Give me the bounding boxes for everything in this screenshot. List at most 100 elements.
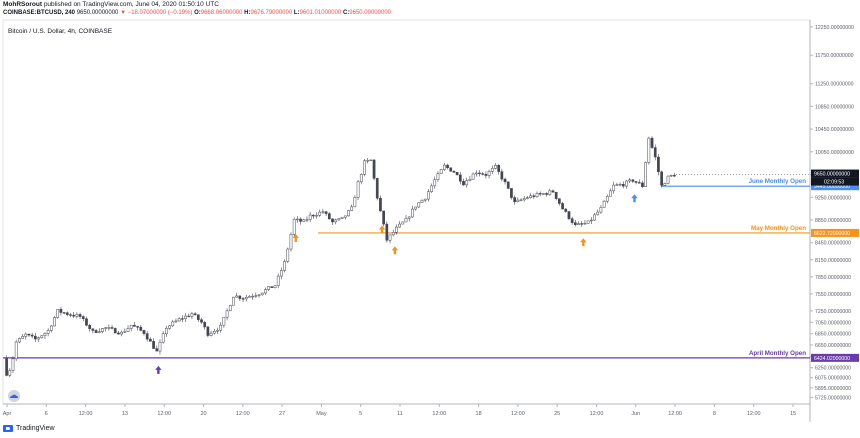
price-change: ▼ −18.07000000 (−0.19%) — [120, 10, 193, 16]
candle-body — [292, 219, 296, 235]
candle-body — [644, 162, 647, 187]
candle-body — [567, 211, 571, 219]
candle-body — [174, 320, 178, 323]
published-line: MohRSorout published on TradingView.com,… — [3, 1, 219, 8]
y-tick-label: 10450.00000000 — [815, 127, 854, 133]
cloud-icon[interactable] — [8, 390, 20, 402]
y-tick-label: 10850.00000000 — [815, 104, 854, 110]
candle-body — [260, 292, 264, 296]
candle-body — [327, 213, 331, 220]
candle-body — [94, 330, 98, 333]
cloud-icon-shape — [10, 394, 19, 398]
x-tick-label: 12:00 — [79, 411, 93, 417]
candle-body — [273, 285, 277, 288]
y-tick-label: 12250.00000000 — [815, 25, 854, 31]
candle-body — [37, 337, 40, 340]
candle-body — [228, 304, 232, 312]
plot-frame — [2, 19, 811, 405]
candle-body — [628, 179, 632, 182]
candle-body — [8, 370, 12, 376]
candle-body — [574, 222, 577, 225]
candle-body — [222, 316, 226, 326]
candle-body — [216, 329, 219, 332]
candle-body — [85, 318, 88, 326]
marker-arrow — [631, 194, 638, 203]
candle-body — [43, 332, 47, 336]
y-tick-label: 7850.00000000 — [815, 275, 851, 281]
candle-body — [513, 197, 516, 202]
candle-body — [123, 331, 127, 333]
candle-body — [442, 164, 446, 170]
candle-body — [24, 333, 28, 337]
x-tick-label: 12:00 — [432, 411, 446, 417]
candle-body — [669, 175, 673, 177]
candle-body — [379, 198, 382, 212]
candle-body — [283, 261, 286, 271]
candle-body — [101, 328, 104, 332]
y-tick-label: 11750.00000000 — [815, 53, 854, 59]
candle-body — [267, 286, 270, 290]
level-price-text: 8622.72000000 — [814, 231, 850, 237]
candle-body — [641, 182, 644, 187]
level-price-tag — [811, 182, 859, 191]
open-label: O: — [194, 10, 201, 16]
marker-arrow — [155, 365, 162, 374]
candle-body — [484, 174, 488, 176]
candle-body — [18, 338, 21, 343]
x-tick-label: 11 — [397, 411, 403, 417]
candle-body — [474, 172, 478, 175]
candle-body — [152, 341, 155, 349]
current-price-text: 9650.00000000 — [814, 172, 850, 178]
candle-body — [62, 312, 66, 314]
candle-body — [647, 137, 651, 163]
candle-body — [46, 330, 50, 334]
candle-body — [548, 190, 552, 195]
footer: TradingView — [3, 425, 55, 432]
candle-body — [526, 197, 529, 199]
y-tick-label: 11250.00000000 — [815, 82, 854, 88]
y-tick-label: 7050.00000000 — [815, 320, 851, 326]
y-tick-label: 5895.00000000 — [815, 386, 851, 392]
countdown-text: 02:09:53 — [824, 180, 844, 186]
candle-body — [72, 314, 76, 317]
candle-body — [350, 206, 354, 211]
last-price: 9650.00000000 — [76, 10, 119, 16]
open-value: 9668.06000000 — [200, 10, 243, 16]
candle-body — [369, 159, 373, 162]
candle-body — [280, 270, 283, 277]
high-value: 9676.79000000 — [250, 10, 293, 16]
candle-body — [14, 341, 18, 360]
y-tick-label: 8150.00000000 — [815, 258, 851, 264]
symbol-line: COINBASE:BTCUSD, 240 9650.00000000 ▼ −18… — [3, 10, 391, 16]
candle-body — [81, 316, 85, 319]
candle-body — [404, 217, 408, 223]
candle-body — [510, 188, 513, 198]
footer-brand[interactable]: TradingView — [16, 425, 55, 432]
candle-body — [145, 333, 149, 340]
candle-body — [343, 215, 347, 218]
candle-body — [487, 171, 491, 176]
y-tick-label: 6850.00000000 — [815, 332, 851, 338]
x-tick-label: Apr — [3, 411, 12, 417]
candle-body — [580, 223, 584, 225]
candle-body — [158, 341, 162, 352]
candle-body — [570, 218, 574, 223]
author-name[interactable]: MohRSorout — [3, 1, 42, 8]
candle-body — [455, 172, 459, 176]
candle-body — [398, 223, 401, 228]
candle-body — [535, 193, 539, 198]
x-tick-label: 12:00 — [511, 411, 525, 417]
current-price-tag — [811, 169, 859, 178]
candle-body — [206, 326, 210, 336]
candle-body — [417, 202, 421, 208]
candle-body — [497, 165, 501, 172]
candle-body — [235, 295, 239, 298]
candle-body — [660, 171, 663, 186]
candle-body — [120, 331, 123, 335]
candle-body — [500, 171, 504, 180]
candle-body — [423, 198, 427, 201]
candle-body — [49, 325, 53, 331]
candle-body — [532, 195, 536, 198]
countdown-tag — [811, 177, 859, 186]
